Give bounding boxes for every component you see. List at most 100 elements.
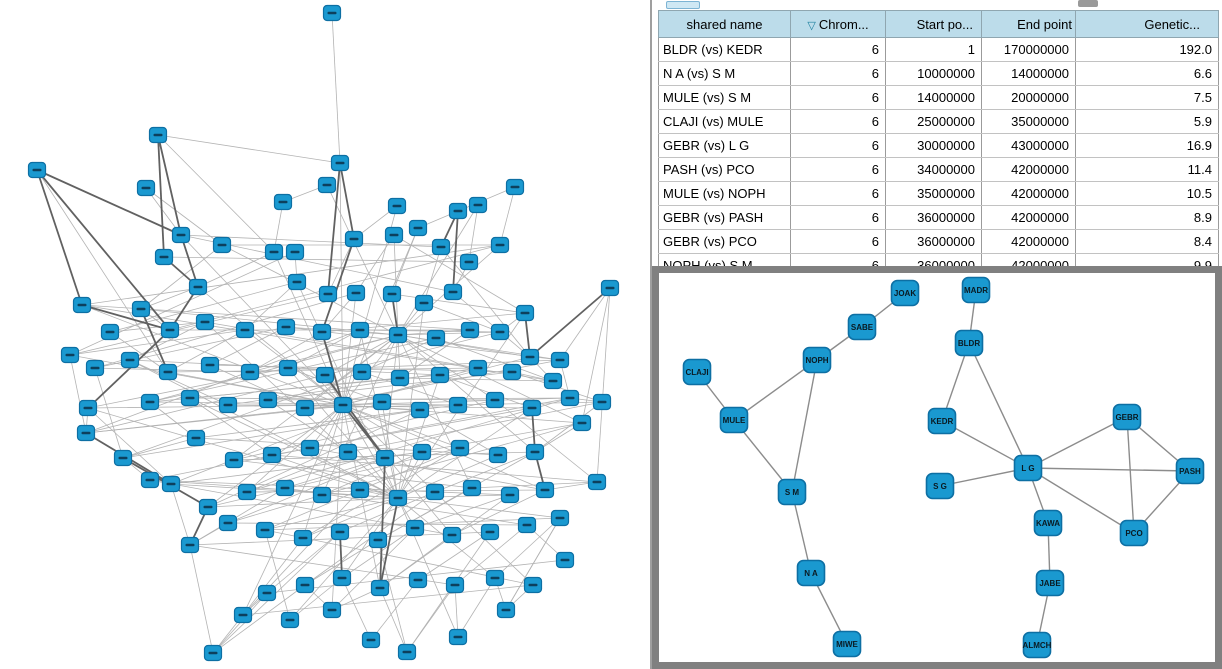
- network-node[interactable]: [485, 569, 505, 587]
- network-node[interactable]: [600, 279, 620, 297]
- network-node[interactable]: [160, 321, 180, 339]
- detail-node-madr[interactable]: MADR: [961, 276, 991, 304]
- column-header-genetic---[interactable]: Genetic...: [1075, 10, 1219, 38]
- detail-node-mule[interactable]: MULE: [719, 406, 749, 434]
- table-cell[interactable]: 42000000: [981, 229, 1076, 254]
- network-node[interactable]: [312, 323, 332, 341]
- network-node[interactable]: [218, 514, 238, 532]
- network-node[interactable]: [462, 479, 482, 497]
- table-row[interactable]: MULE (vs) NOPH 6 35000000 42000000 10.5: [658, 181, 1219, 206]
- network-node[interactable]: [120, 351, 140, 369]
- network-node[interactable]: [405, 519, 425, 537]
- network-node[interactable]: [490, 323, 510, 341]
- network-node[interactable]: [426, 329, 446, 347]
- network-node[interactable]: [171, 226, 191, 244]
- network-node[interactable]: [425, 483, 445, 501]
- network-node[interactable]: [332, 569, 352, 587]
- network-node[interactable]: [448, 628, 468, 646]
- network-node[interactable]: [555, 551, 575, 569]
- network-node[interactable]: [535, 481, 555, 499]
- network-node[interactable]: [264, 243, 284, 261]
- network-node[interactable]: [543, 372, 563, 390]
- cell-shared-name[interactable]: MULE (vs) S M: [658, 85, 791, 110]
- network-node[interactable]: [502, 363, 522, 381]
- network-node[interactable]: [350, 321, 370, 339]
- network-node[interactable]: [312, 486, 332, 504]
- network-node[interactable]: [523, 576, 543, 594]
- network-node[interactable]: [338, 443, 358, 461]
- network-node[interactable]: [158, 363, 178, 381]
- table-cell[interactable]: 10.5: [1075, 181, 1219, 206]
- network-node[interactable]: [450, 439, 470, 457]
- table-cell[interactable]: 6: [790, 109, 886, 134]
- table-cell[interactable]: 6: [790, 37, 886, 62]
- network-node[interactable]: [318, 285, 338, 303]
- detail-node-miwe[interactable]: MIWE: [832, 630, 862, 658]
- network-node[interactable]: [203, 644, 223, 662]
- detail-node-sabe[interactable]: SABE: [847, 313, 877, 341]
- network-node[interactable]: [315, 366, 335, 384]
- panel-splitter[interactable]: [650, 0, 652, 669]
- network-node[interactable]: [592, 393, 612, 411]
- detail-node-kedr[interactable]: KEDR: [927, 407, 957, 435]
- network-node[interactable]: [388, 489, 408, 507]
- network-node[interactable]: [346, 284, 366, 302]
- network-node[interactable]: [370, 579, 390, 597]
- network-node[interactable]: [490, 236, 510, 254]
- network-node[interactable]: [72, 296, 92, 314]
- network-node[interactable]: [350, 481, 370, 499]
- table-cell[interactable]: 6: [790, 181, 886, 206]
- table-cell[interactable]: 6.6: [1075, 61, 1219, 86]
- table-cell[interactable]: 6: [790, 61, 886, 86]
- table-cell[interactable]: 6: [790, 205, 886, 230]
- network-node[interactable]: [131, 300, 151, 318]
- detail-node-jabe[interactable]: JABE: [1035, 569, 1065, 597]
- network-node[interactable]: [275, 479, 295, 497]
- network-node[interactable]: [496, 601, 516, 619]
- table-cell[interactable]: 11.4: [1075, 157, 1219, 182]
- network-node[interactable]: [287, 273, 307, 291]
- network-node[interactable]: [198, 498, 218, 516]
- network-node[interactable]: [76, 424, 96, 442]
- network-node[interactable]: [522, 399, 542, 417]
- table-cell[interactable]: 8.9: [1075, 205, 1219, 230]
- table-row[interactable]: MULE (vs) S M 6 14000000 20000000 7.5: [658, 85, 1219, 110]
- network-node[interactable]: [344, 230, 364, 248]
- detail-node-n-a[interactable]: N A: [796, 559, 826, 587]
- table-cell[interactable]: 25000000: [885, 109, 982, 134]
- cell-shared-name[interactable]: CLAJI (vs) MULE: [658, 109, 791, 134]
- network-node[interactable]: [525, 443, 545, 461]
- detail-node-kawa[interactable]: KAWA: [1033, 509, 1063, 537]
- network-node[interactable]: [300, 439, 320, 457]
- detail-node-pco[interactable]: PCO: [1119, 519, 1149, 547]
- table-cell[interactable]: 170000000: [981, 37, 1076, 62]
- detail-node-joak[interactable]: JOAK: [890, 279, 920, 307]
- network-node[interactable]: [240, 363, 260, 381]
- detail-node-claji[interactable]: CLAJI: [682, 358, 712, 386]
- scrollbar-thumb[interactable]: [1078, 0, 1098, 7]
- network-node[interactable]: [505, 178, 525, 196]
- network-node[interactable]: [85, 359, 105, 377]
- table-row[interactable]: CLAJI (vs) MULE 6 25000000 35000000 5.9: [658, 109, 1219, 134]
- table-cell[interactable]: 6: [790, 157, 886, 182]
- detail-node-noph[interactable]: NOPH: [802, 346, 832, 374]
- network-node[interactable]: [384, 226, 404, 244]
- network-node[interactable]: [258, 391, 278, 409]
- network-node[interactable]: [262, 446, 282, 464]
- network-node[interactable]: [293, 529, 313, 547]
- table-cell[interactable]: 6: [790, 85, 886, 110]
- network-node[interactable]: [257, 584, 277, 602]
- network-node[interactable]: [397, 643, 417, 661]
- network-node[interactable]: [224, 451, 244, 469]
- table-row[interactable]: PASH (vs) PCO 6 34000000 42000000 11.4: [658, 157, 1219, 182]
- column-header-end-point[interactable]: End point: [981, 10, 1076, 38]
- detail-network-panel[interactable]: JOAK SABE NOPH CLAJI MULE S M N A MIWE MADR BLDR K…: [652, 266, 1222, 669]
- cell-shared-name[interactable]: PASH (vs) PCO: [658, 157, 791, 182]
- network-node[interactable]: [180, 536, 200, 554]
- cell-shared-name[interactable]: MULE (vs) NOPH: [658, 181, 791, 206]
- network-node[interactable]: [515, 304, 535, 322]
- cell-shared-name[interactable]: BLDR (vs) KEDR: [658, 37, 791, 62]
- network-node[interactable]: [587, 473, 607, 491]
- network-node[interactable]: [218, 396, 238, 414]
- network-node[interactable]: [468, 359, 488, 377]
